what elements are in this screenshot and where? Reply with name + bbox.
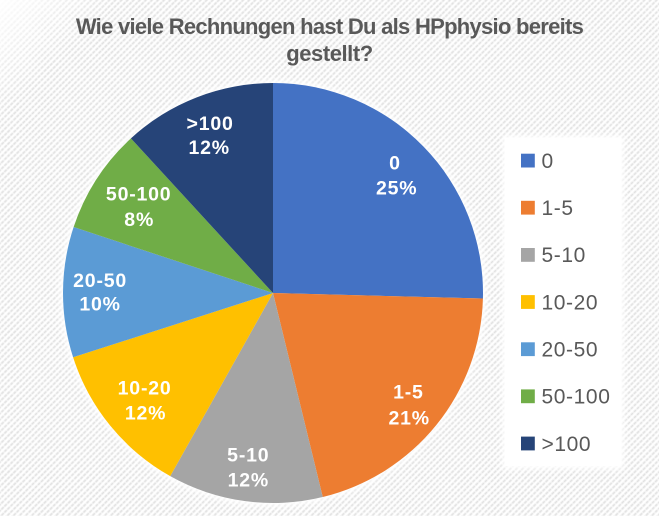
svg-text:5-10: 5-10 [542,244,586,267]
svg-text:>100: >100 [187,113,234,135]
svg-text:12%: 12% [125,402,166,424]
svg-text:21%: 21% [388,407,429,429]
svg-text:10%: 10% [79,294,120,316]
svg-text:10-20: 10-20 [118,377,172,399]
svg-text:50-100: 50-100 [542,386,611,409]
svg-text:1-5: 1-5 [393,381,424,403]
svg-text:25%: 25% [376,178,417,200]
svg-text:>100: >100 [542,433,592,456]
svg-text:5-10: 5-10 [227,445,269,467]
svg-text:1-5: 1-5 [542,197,574,220]
svg-text:20-50: 20-50 [73,270,127,292]
svg-text:50-100: 50-100 [106,183,172,205]
svg-text:12%: 12% [188,137,229,159]
svg-text:0: 0 [389,152,401,174]
svg-text:20-50: 20-50 [542,339,599,362]
svg-text:10-20: 10-20 [542,291,599,314]
svg-text:8%: 8% [124,209,154,231]
svg-text:12%: 12% [228,470,269,492]
svg-text:0: 0 [542,150,554,173]
